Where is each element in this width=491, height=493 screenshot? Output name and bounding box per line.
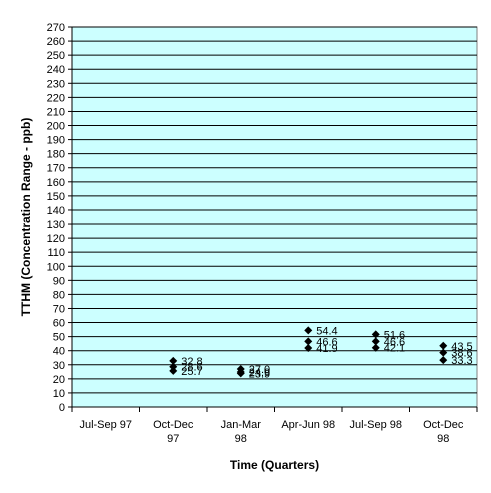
y-tick-label: 120 — [47, 233, 65, 245]
x-tick-label: Jul-Sep 98 — [349, 419, 402, 431]
data-label: 54.4 — [316, 325, 337, 337]
y-tick-label: 110 — [47, 247, 65, 259]
data-point — [169, 366, 178, 375]
y-tick-label: 20 — [53, 374, 65, 386]
y-tick-label: 180 — [47, 149, 65, 161]
y-tick-label: 10 — [53, 388, 65, 400]
data-label: 46.6 — [384, 336, 405, 348]
x-tick-label: Oct-Dec — [423, 419, 464, 431]
y-tick-label: 150 — [47, 191, 65, 203]
data-label: 51.6 — [384, 329, 405, 341]
y-tick-label: 130 — [47, 219, 65, 231]
y-tick-label: 80 — [53, 289, 65, 301]
y-tick-label: 200 — [47, 121, 65, 133]
data-label: 23.9 — [249, 368, 270, 380]
y-tick-label: 220 — [47, 92, 65, 104]
data-label: 24.9 — [249, 367, 270, 379]
y-axis-ticks: 0 10 20 30 40 50 60 70 80 90 100 110 120 130 140 150 160… — [47, 22, 72, 414]
data-point — [371, 337, 380, 346]
y-tick-label: 230 — [47, 78, 65, 90]
data-label: 41.9 — [316, 343, 337, 355]
x-tick-label: Jan-Mar — [221, 419, 262, 431]
plot-area — [71, 26, 478, 408]
data-point — [439, 356, 448, 365]
data-point — [371, 330, 380, 339]
y-tick-label: 240 — [47, 64, 65, 76]
y-tick-label: 30 — [53, 360, 65, 372]
data-label: 46.6 — [316, 336, 337, 348]
y-tick-label: 210 — [47, 106, 65, 118]
x-axis-title: Time (Quarters) — [230, 458, 319, 472]
y-tick-label: 170 — [47, 163, 65, 175]
x-tick-label-line2: 98 — [437, 433, 449, 445]
y-tick-label: 70 — [53, 303, 65, 315]
x-tick-label: Jul-Sep 97 — [79, 419, 132, 431]
data-point — [439, 348, 448, 357]
data-point — [236, 369, 245, 378]
data-labels: 32.828.625.7 27.024.923.954.446.641.951.6… — [181, 325, 472, 380]
gridlines — [72, 26, 477, 394]
data-label: 28.6 — [181, 362, 202, 374]
data-label: 43.5 — [451, 341, 472, 353]
y-tick-label: 160 — [47, 177, 65, 189]
y-tick-label: 140 — [47, 205, 65, 217]
data-label: 27.0 — [249, 364, 270, 376]
y-tick-label: 100 — [47, 261, 65, 273]
data-label: 32.8 — [181, 356, 202, 368]
data-point — [439, 341, 448, 350]
y-tick-label: 40 — [53, 346, 65, 358]
data-point — [304, 337, 313, 346]
data-label: 33.3 — [451, 355, 472, 367]
x-tick-label-line2: 97 — [167, 433, 179, 445]
y-tick-label: 270 — [47, 22, 65, 34]
data-label: 25.7 — [181, 366, 202, 378]
data-point — [169, 362, 178, 371]
y-tick-label: 190 — [47, 135, 65, 147]
data-point — [169, 356, 178, 365]
data-label: 38.6 — [451, 348, 472, 360]
y-tick-label: 50 — [53, 332, 65, 344]
y-tick-label: 250 — [47, 50, 65, 62]
x-tick-label-line2: 98 — [235, 433, 247, 445]
data-point — [304, 344, 313, 353]
y-tick-label: 260 — [47, 36, 65, 48]
data-label: 42.1 — [384, 343, 405, 355]
data-points — [169, 326, 448, 378]
y-tick-label: 60 — [53, 318, 65, 330]
x-axis-ticks: Jul-Sep 97 Oct-Dec 97 Jan-Mar 98 Apr-Jun 98 Ju… — [71, 407, 478, 445]
data-point — [304, 326, 313, 335]
y-tick-label: 90 — [53, 275, 65, 287]
y-tick-label: 0 — [59, 402, 65, 414]
x-tick-label: Apr-Jun 98 — [281, 419, 335, 431]
data-point — [371, 343, 380, 352]
y-axis-title: TTHM (Concentration Range - ppb) — [19, 118, 33, 317]
x-tick-label: Oct-Dec — [153, 419, 194, 431]
